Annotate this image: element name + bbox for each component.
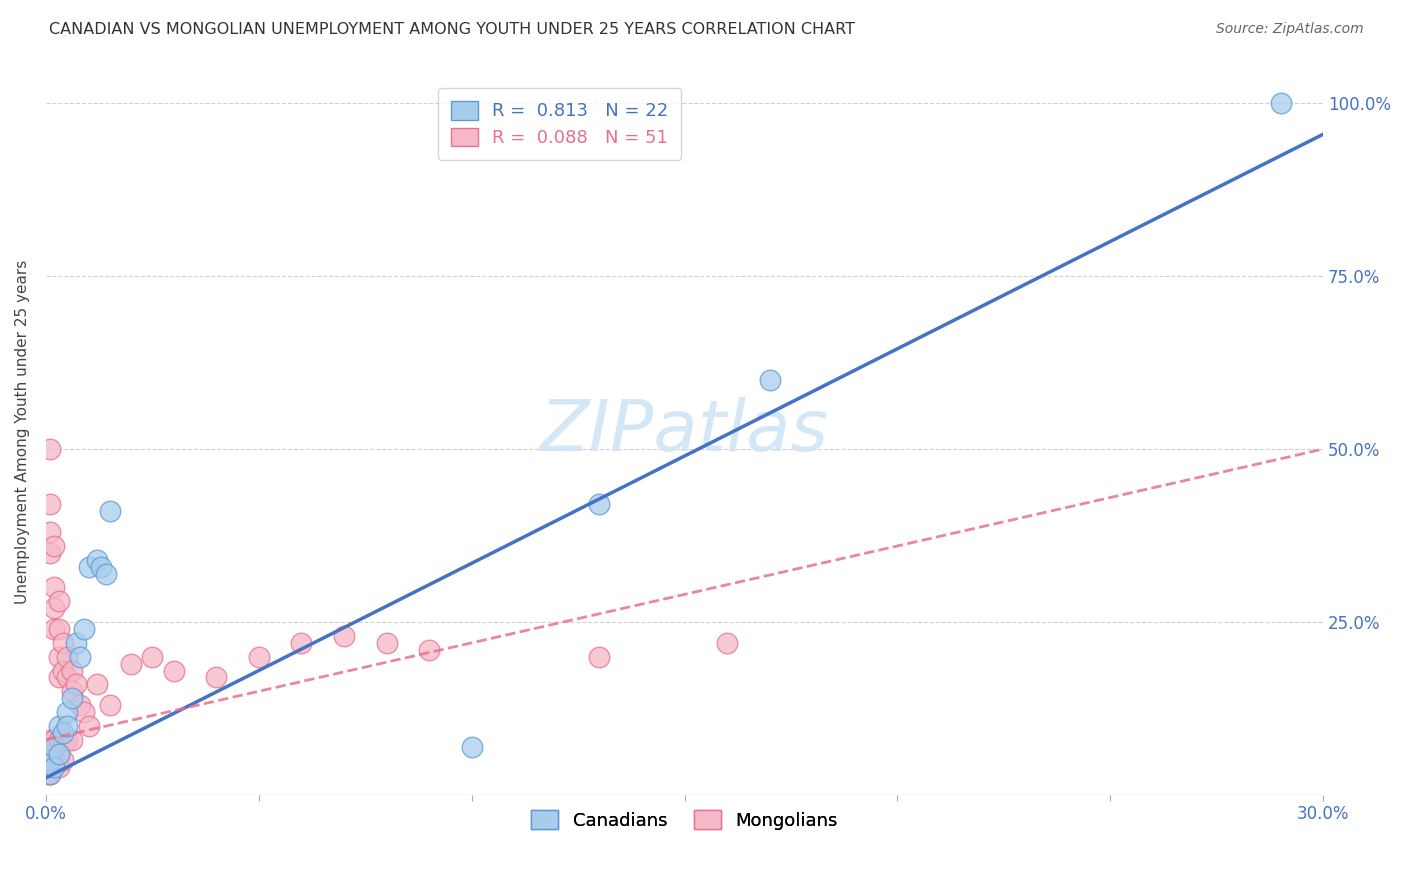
Point (98, 698, 121, 712)
Point (120, 657, 142, 671)
Point (39, 525, 62, 540)
Point (48, 747, 70, 761)
Point (69, 649, 91, 664)
Point (247, 649, 270, 664)
Point (44, 739, 66, 754)
Point (86, 677, 108, 691)
Point (141, 649, 163, 664)
Point (52, 636, 75, 650)
Point (56, 670, 79, 684)
Point (39, 747, 62, 761)
Point (52, 664, 75, 678)
Point (48, 760, 70, 774)
Point (44, 601, 66, 615)
Point (52, 726, 75, 740)
Point (44, 760, 66, 774)
Point (52, 754, 75, 768)
Point (98, 504, 121, 518)
Point (56, 719, 79, 733)
Point (39, 760, 62, 774)
Point (56, 649, 79, 664)
Point (52, 732, 75, 747)
Point (73, 622, 96, 636)
Point (86, 553, 108, 567)
Point (418, 642, 440, 657)
Point (69, 698, 91, 712)
Point (48, 649, 70, 664)
Y-axis label: Unemployment Among Youth under 25 years: Unemployment Among Youth under 25 years (15, 260, 30, 604)
Point (1270, 96, 1292, 111)
Point (44, 581, 66, 595)
Point (205, 670, 228, 684)
Point (39, 546, 62, 560)
Point (48, 622, 70, 636)
Point (39, 442, 62, 456)
Point (44, 760, 66, 774)
Point (77, 559, 100, 574)
Point (39, 754, 62, 768)
Point (375, 636, 398, 650)
Point (60, 664, 83, 678)
Text: ZIPatlas: ZIPatlas (540, 397, 830, 467)
Point (716, 636, 738, 650)
Point (48, 670, 70, 684)
Point (56, 705, 79, 719)
Point (758, 373, 780, 387)
Point (94, 566, 117, 581)
Point (60, 684, 83, 698)
Point (39, 767, 62, 781)
Point (65, 677, 87, 691)
Point (588, 498, 610, 512)
Text: CANADIAN VS MONGOLIAN UNEMPLOYMENT AMONG YOUTH UNDER 25 YEARS CORRELATION CHART: CANADIAN VS MONGOLIAN UNEMPLOYMENT AMONG… (49, 22, 855, 37)
Point (290, 636, 312, 650)
Point (60, 691, 83, 706)
Point (56, 732, 79, 747)
Point (48, 747, 70, 761)
Point (39, 732, 62, 747)
Point (73, 705, 96, 719)
Point (48, 594, 70, 608)
Point (48, 732, 70, 747)
Text: Source: ZipAtlas.com: Source: ZipAtlas.com (1216, 22, 1364, 37)
Legend: Canadians, Mongolians: Canadians, Mongolians (524, 803, 845, 837)
Point (44, 747, 66, 761)
Point (333, 629, 356, 643)
Point (60, 732, 83, 747)
Point (44, 622, 66, 636)
Point (90, 559, 112, 574)
Point (460, 739, 482, 754)
Point (44, 732, 66, 747)
Point (48, 719, 70, 733)
Point (65, 636, 87, 650)
Point (44, 539, 66, 553)
Point (37, 754, 59, 768)
Point (39, 498, 62, 512)
Point (77, 719, 100, 733)
Point (37, 767, 59, 781)
Point (39, 767, 62, 781)
Point (163, 664, 186, 678)
Point (588, 649, 610, 664)
